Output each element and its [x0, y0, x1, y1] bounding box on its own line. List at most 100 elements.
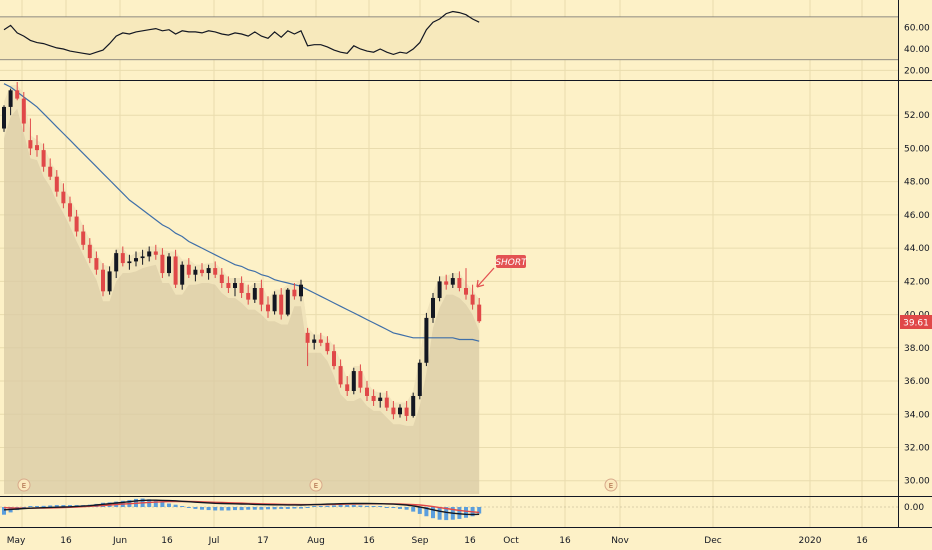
time-tick-label: 2020: [799, 536, 822, 546]
time-axis[interactable]: May 16 Jun 16 Jul 17 Aug 16 Sep 16 Oct 16 Nov Dec 2020…: [7, 536, 868, 546]
rsi-pane: [3, 10, 480, 56]
price-axis[interactable]: 30.00 32.00 34.00 36.00 38.00 40.00 42.00 44.00…: [904, 24, 930, 513]
candle-body: [246, 292, 251, 300]
macd-histogram-bar: [444, 507, 449, 521]
macd-histogram-bar: [417, 507, 422, 514]
time-tick-label: 16: [161, 536, 173, 546]
macd-histogram-bar: [246, 507, 251, 510]
macd-line: [3, 499, 480, 516]
candle-body: [81, 231, 86, 245]
candle-body: [351, 371, 356, 391]
candle-body: [94, 258, 99, 270]
candle-body: [312, 339, 317, 343]
candle: [464, 268, 468, 300]
candle: [87, 238, 92, 264]
candle-body: [239, 283, 244, 293]
candle: [470, 284, 475, 310]
candle-body: [299, 284, 303, 297]
earnings-marker-label: E: [314, 482, 318, 490]
macd-pane: [0, 498, 898, 521]
time-tick-label: Aug: [307, 536, 325, 546]
candle: [305, 327, 310, 367]
candle: [160, 248, 165, 279]
candle: [457, 271, 462, 292]
candle-body: [411, 395, 416, 416]
candle-body: [332, 351, 336, 367]
price-tick-label: 50.00: [904, 144, 930, 154]
candle-body: [140, 256, 145, 259]
candle: [68, 196, 72, 222]
candle-body: [87, 244, 92, 259]
macd-histogram-bar: [206, 507, 211, 511]
candle-body: [101, 269, 105, 292]
candle: [127, 254, 132, 270]
candle: [153, 244, 158, 260]
candle-body: [477, 304, 482, 322]
candle: [398, 404, 402, 418]
macd-histogram-bar: [351, 505, 356, 507]
candle: [226, 276, 231, 293]
macd-histogram-bar: [299, 507, 303, 509]
candle: [61, 183, 66, 209]
candle: [444, 274, 449, 290]
candle-body: [292, 289, 297, 297]
candle-body: [2, 106, 6, 129]
candle-body: [68, 203, 72, 217]
candle: [193, 266, 198, 282]
candle-body: [74, 216, 79, 232]
time-tick-label: Jul: [208, 536, 220, 546]
candle: [312, 334, 317, 350]
earnings-marker: [309, 478, 323, 492]
time-tick-label: 16: [60, 536, 72, 546]
candle-body: [120, 253, 125, 264]
price-tick-label: 48.00: [904, 178, 930, 188]
short-badge: [496, 255, 526, 268]
macd-histogram-bar: [41, 505, 46, 507]
price-tick-label: 36.00: [904, 377, 930, 387]
candle: [2, 105, 6, 132]
candle: [424, 312, 429, 367]
macd-histogram-bar: [167, 503, 171, 507]
pane-dividers[interactable]: [0, 0, 932, 528]
candle-body: [285, 289, 290, 315]
candle-body: [8, 90, 13, 107]
candle-body: [41, 150, 46, 167]
macd-histogram-bar: [325, 505, 330, 507]
candle: [186, 258, 191, 279]
candle: [272, 291, 277, 315]
time-tick-label: Jun: [112, 536, 127, 546]
earnings-marker: [604, 478, 618, 492]
candle: [41, 143, 46, 172]
candle-body: [338, 366, 343, 385]
macd-histogram-bar: [292, 507, 297, 509]
macd-histogram-bar: [285, 507, 290, 509]
candle-body: [272, 294, 277, 312]
moving-average: [3, 83, 480, 342]
candle: [437, 276, 442, 302]
candle: [391, 400, 396, 420]
candle-body: [28, 140, 33, 149]
macd-histogram-bar: [28, 506, 33, 507]
macd-histogram-bar: [424, 507, 429, 517]
candle: [450, 273, 455, 288]
time-tick-label: 17: [257, 536, 268, 546]
candle-body: [378, 397, 383, 401]
candle-body: [431, 297, 435, 318]
candle: [15, 82, 20, 101]
candle: [54, 170, 59, 197]
last-price-tag: 39.61: [900, 315, 932, 329]
macd-histogram-bar: [338, 505, 343, 507]
ma-line: [3, 83, 480, 342]
macd-histogram-bar: [259, 507, 264, 510]
candle-body: [424, 317, 429, 363]
arrow-icon: [476, 267, 495, 288]
candle: [378, 392, 383, 408]
candle-body: [404, 407, 409, 416]
macd-histogram-bar: [239, 507, 244, 511]
last-price-badge: [900, 315, 932, 329]
candle-body: [358, 371, 363, 388]
candle: [345, 376, 350, 396]
price-tick-label: 42.00: [904, 277, 930, 287]
